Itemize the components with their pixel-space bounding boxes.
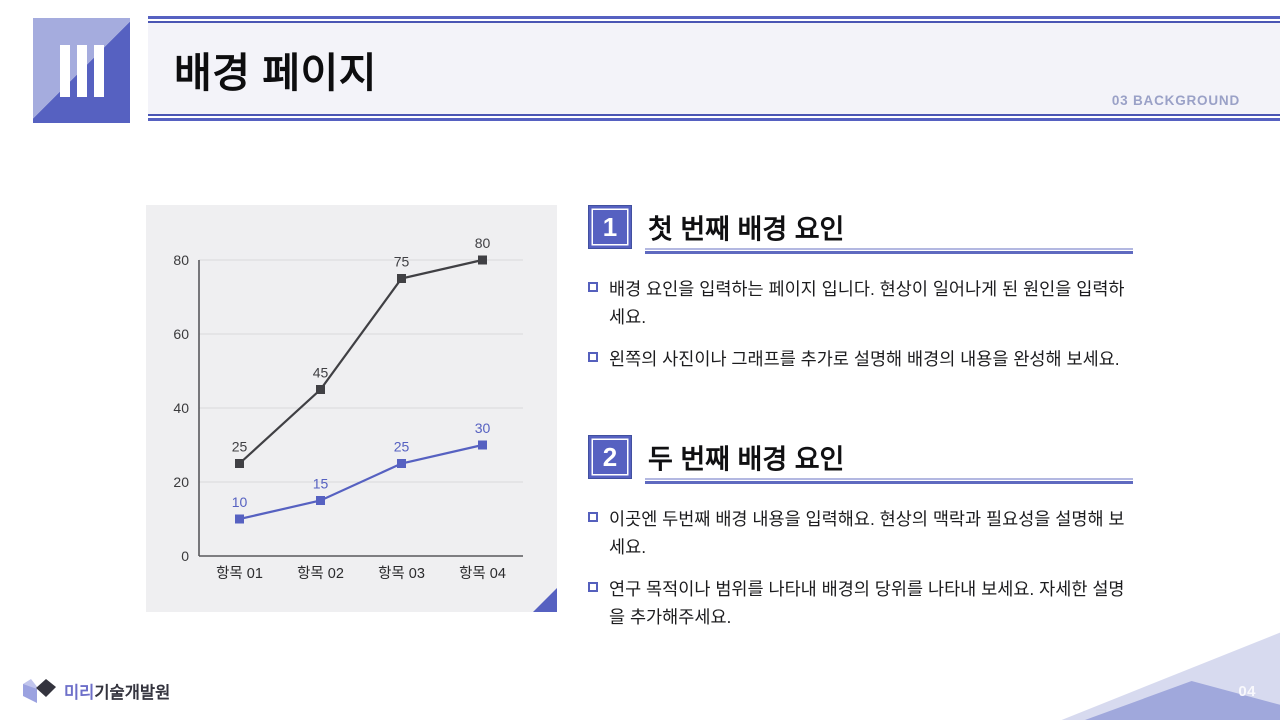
bullet-text: 배경 요인을 입력하는 페이지 입니다. 현상이 일어나게 된 원인을 입력하세… bbox=[609, 279, 1125, 328]
svg-text:항목 04: 항목 04 bbox=[459, 565, 506, 582]
section-title: 첫 번째 배경 요인 bbox=[648, 214, 845, 245]
section-underline bbox=[645, 478, 1133, 484]
underline-thick bbox=[645, 251, 1133, 254]
svg-text:80: 80 bbox=[475, 235, 491, 251]
section-header: 1 첫 번째 배경 요인 bbox=[588, 205, 1133, 254]
underline-thin bbox=[645, 248, 1133, 250]
corner-decoration: 04 bbox=[1020, 625, 1280, 720]
section-first-background-factor: 1 첫 번째 배경 요인 배경 요인을 입력하는 페이지 입니다. 현상이 일어… bbox=[588, 205, 1133, 386]
logo-text: 미리기술개발원 bbox=[64, 679, 170, 703]
svg-text:항목 03: 항목 03 bbox=[378, 565, 425, 582]
underline-thick bbox=[645, 481, 1133, 484]
svg-text:45: 45 bbox=[313, 365, 329, 381]
header-content: 배경 페이지 03 BACKGROUND bbox=[148, 23, 1280, 114]
bullet-list: 이곳엔 두번째 배경 내용을 입력해요. 현상의 맥락과 필요성을 설명해 보세… bbox=[588, 505, 1133, 631]
svg-text:40: 40 bbox=[173, 400, 189, 416]
square-bullet-icon bbox=[588, 351, 598, 362]
square-bullet-icon bbox=[588, 282, 598, 292]
logo-text-secondary: 기술개발원 bbox=[94, 684, 171, 702]
svg-text:30: 30 bbox=[475, 420, 491, 436]
line-chart: 0 20 40 60 80 항목 01 항목 02 항목 03 항목 04 25 45 75 80 10 1… bbox=[173, 235, 523, 582]
svg-text:10: 10 bbox=[232, 494, 248, 510]
header-band: 배경 페이지 03 BACKGROUND bbox=[148, 16, 1280, 121]
svg-text:15: 15 bbox=[313, 476, 329, 492]
svg-text:20: 20 bbox=[173, 474, 189, 490]
header-rule-gap bbox=[148, 19, 1280, 21]
page-number: 04 bbox=[1238, 683, 1256, 700]
svg-text:항목 01: 항목 01 bbox=[216, 565, 263, 582]
svg-text:60: 60 bbox=[173, 326, 189, 342]
logo-text-primary: 미리 bbox=[64, 684, 95, 702]
section-title: 두 번째 배경 요인 bbox=[648, 444, 845, 475]
svg-text:항목 02: 항목 02 bbox=[297, 565, 344, 582]
bullet-item: 이곳엔 두번째 배경 내용을 입력해요. 현상의 맥락과 필요성을 설명해 보세… bbox=[588, 505, 1133, 562]
bullet-list: 배경 요인을 입력하는 페이지 입니다. 현상이 일어나게 된 원인을 입력하세… bbox=[588, 275, 1133, 373]
header-rule-top-thick bbox=[148, 16, 1280, 19]
svg-text:75: 75 bbox=[394, 254, 410, 270]
section-number-badge: 2 bbox=[588, 435, 632, 479]
page-title: 배경 페이지 bbox=[174, 49, 377, 96]
roman-numeral-iii-bar bbox=[76, 44, 87, 97]
header-rule-bottom-thick bbox=[148, 118, 1280, 121]
chart-panel: 0 20 40 60 80 항목 01 항목 02 항목 03 항목 04 25 45 75 80 10 1… bbox=[146, 205, 557, 612]
header-rule-bottom-thin bbox=[148, 114, 1280, 116]
underline-thin bbox=[645, 478, 1133, 480]
square-bullet-icon bbox=[588, 581, 598, 592]
roman-numeral-iii-bar bbox=[59, 44, 70, 97]
section-second-background-factor: 2 두 번째 배경 요인 이곳엔 두번째 배경 내용을 입력해요. 현상의 맥락… bbox=[588, 435, 1133, 644]
svg-text:25: 25 bbox=[394, 439, 410, 455]
square-bullet-icon bbox=[588, 512, 598, 522]
bullet-item: 연구 목적이나 범위를 나타내 배경의 당위를 나타내 보세요. 자세한 설명을… bbox=[588, 575, 1133, 632]
section-number-box bbox=[33, 18, 130, 123]
section-eyebrow: 03 BACKGROUND bbox=[1111, 93, 1240, 108]
svg-text:80: 80 bbox=[173, 252, 189, 268]
section-number-badge: 1 bbox=[588, 205, 632, 249]
roman-numeral-iii-bar bbox=[93, 44, 104, 97]
footer-logo: 미리기술개발원 bbox=[22, 678, 170, 704]
bullet-text: 연구 목적이나 범위를 나타내 배경의 당위를 나타내 보세요. 자세한 설명을… bbox=[609, 578, 1125, 628]
bullet-text: 이곳엔 두번째 배경 내용을 입력해요. 현상의 맥락과 필요성을 설명해 보세… bbox=[609, 509, 1125, 558]
header-rule-gap bbox=[148, 116, 1280, 118]
bullet-item: 배경 요인을 입력하는 페이지 입니다. 현상이 일어나게 된 원인을 입력하세… bbox=[588, 275, 1133, 332]
section-underline bbox=[645, 248, 1133, 254]
svg-text:25: 25 bbox=[232, 439, 248, 455]
section-header: 2 두 번째 배경 요인 bbox=[588, 435, 1133, 484]
svg-text:0: 0 bbox=[181, 548, 189, 564]
bullet-text: 왼쪽의 사진이나 그래프를 추가로 설명해 배경의 내용을 완성해 보세요. bbox=[609, 348, 1120, 369]
bullet-item: 왼쪽의 사진이나 그래프를 추가로 설명해 배경의 내용을 완성해 보세요. bbox=[588, 345, 1133, 373]
header-rule-top-thin bbox=[148, 21, 1280, 23]
logo-icon bbox=[23, 679, 56, 703]
